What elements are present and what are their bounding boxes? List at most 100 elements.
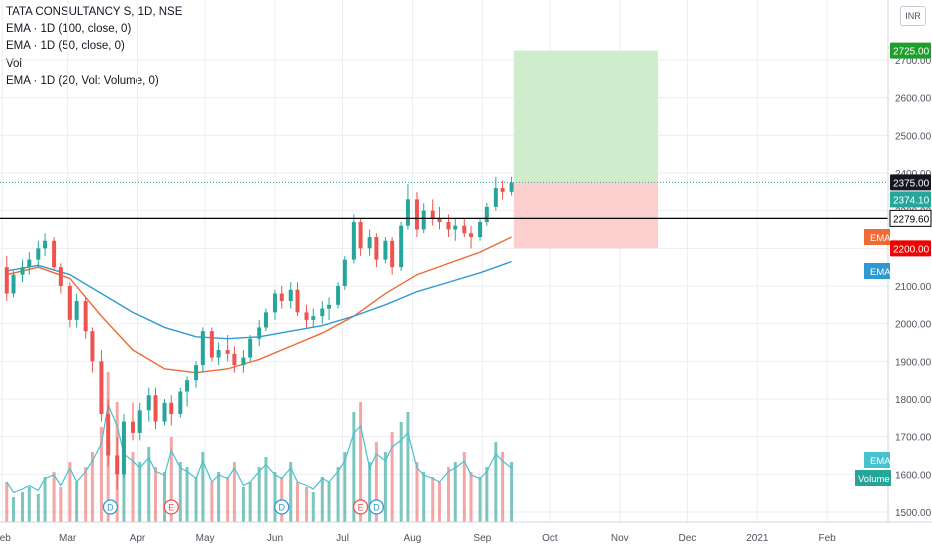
candle-body[interactable] bbox=[241, 357, 246, 366]
candle-body[interactable] bbox=[304, 312, 309, 320]
candle-body[interactable] bbox=[153, 395, 158, 422]
candle-body[interactable] bbox=[358, 221, 363, 249]
candle-body[interactable] bbox=[484, 206, 489, 222]
candle-body[interactable] bbox=[336, 286, 341, 305]
currency-button[interactable]: INR bbox=[900, 6, 926, 26]
ema50-line[interactable] bbox=[6, 236, 512, 374]
candle-body[interactable] bbox=[295, 289, 300, 313]
candle-body[interactable] bbox=[209, 331, 214, 358]
level-price-tag-bg[interactable] bbox=[890, 210, 931, 227]
candle-body[interactable] bbox=[137, 410, 142, 433]
legend-vol[interactable]: Vol bbox=[6, 57, 22, 70]
legend-ema-vol[interactable]: EMA · 1D (20, Vol: Volume, 0) bbox=[6, 74, 159, 87]
candle-body[interactable] bbox=[399, 225, 404, 268]
candle-body[interactable] bbox=[20, 267, 25, 275]
legend-symbol[interactable]: TATA CONSULTANCY S, 1D, NSE bbox=[6, 6, 183, 18]
candle-body[interactable] bbox=[257, 327, 262, 339]
candle-body[interactable] bbox=[36, 248, 41, 260]
candle-body[interactable] bbox=[351, 221, 356, 260]
profit-zone[interactable] bbox=[513, 50, 659, 183]
volume-bar bbox=[27, 487, 31, 522]
y-tick-label: 1700.00 bbox=[895, 433, 932, 444]
event-marker[interactable] bbox=[274, 499, 290, 515]
candle-body[interactable] bbox=[146, 395, 151, 411]
candle-body[interactable] bbox=[43, 240, 48, 249]
vol-ema-tag-bg[interactable] bbox=[864, 452, 890, 468]
candle-body[interactable] bbox=[374, 237, 379, 260]
volume-bar bbox=[359, 402, 363, 522]
entry-price-tag-bg[interactable] bbox=[890, 174, 931, 191]
candle-body[interactable] bbox=[11, 274, 16, 294]
loss-zone[interactable] bbox=[513, 182, 659, 249]
candle-body[interactable] bbox=[185, 380, 190, 392]
level-price-tag-border bbox=[889, 209, 932, 227]
candle-body[interactable] bbox=[99, 361, 104, 415]
candle-body[interactable] bbox=[232, 353, 237, 366]
candle-body[interactable] bbox=[67, 286, 72, 320]
candle-body[interactable] bbox=[130, 421, 135, 433]
candle-body[interactable] bbox=[453, 225, 458, 230]
candle-body[interactable] bbox=[162, 402, 167, 422]
candle-body[interactable] bbox=[216, 350, 221, 358]
candle-body[interactable] bbox=[225, 350, 230, 354]
candle-body[interactable] bbox=[500, 188, 505, 192]
volume-bar bbox=[131, 452, 135, 522]
candle-body[interactable] bbox=[327, 304, 332, 309]
event-marker[interactable] bbox=[368, 499, 385, 515]
ema50-tag: EMA bbox=[870, 233, 891, 244]
candle-body[interactable] bbox=[121, 421, 126, 475]
candle-body[interactable] bbox=[194, 365, 199, 381]
candle-body[interactable] bbox=[320, 308, 325, 317]
volume-bar bbox=[163, 472, 167, 522]
candle-body[interactable] bbox=[469, 233, 474, 238]
candle-body[interactable] bbox=[115, 455, 120, 475]
volume-ema-line[interactable] bbox=[6, 402, 512, 494]
candle-body[interactable] bbox=[169, 402, 174, 415]
candle-body[interactable] bbox=[4, 267, 9, 294]
candle-body[interactable] bbox=[90, 331, 95, 362]
candle-body[interactable] bbox=[263, 312, 268, 328]
candle-body[interactable] bbox=[27, 259, 32, 268]
candle-body[interactable] bbox=[178, 391, 183, 415]
candle-body[interactable] bbox=[437, 218, 442, 222]
volume-tag-bg[interactable] bbox=[855, 470, 891, 486]
candle-body[interactable] bbox=[509, 182, 514, 192]
candle-body[interactable] bbox=[367, 237, 372, 249]
candle-body[interactable] bbox=[311, 316, 316, 320]
target-price-tag-bg[interactable] bbox=[890, 42, 931, 59]
candle-body[interactable] bbox=[106, 414, 111, 456]
candle-body[interactable] bbox=[58, 267, 63, 286]
event-marker[interactable] bbox=[102, 499, 119, 515]
candle-body[interactable] bbox=[405, 199, 410, 226]
candle-body[interactable] bbox=[446, 221, 451, 230]
volume-bar bbox=[178, 462, 182, 522]
volume-bar bbox=[5, 482, 9, 522]
legend-ema100[interactable]: EMA · 1D (100, close, 0) bbox=[6, 23, 132, 36]
ema100-tag-bg[interactable] bbox=[864, 263, 890, 279]
candle-body[interactable] bbox=[279, 293, 284, 302]
candle-body[interactable] bbox=[342, 259, 347, 286]
candle-body[interactable] bbox=[383, 240, 388, 260]
candle-body[interactable] bbox=[248, 338, 253, 358]
stop-price-tag-bg[interactable] bbox=[890, 240, 931, 257]
candle-body[interactable] bbox=[430, 210, 435, 219]
candle-body[interactable] bbox=[462, 225, 467, 234]
candle-body[interactable] bbox=[414, 199, 419, 230]
last-price-tag-bg[interactable] bbox=[890, 191, 931, 208]
candle-body[interactable] bbox=[493, 188, 498, 207]
candle-body[interactable] bbox=[478, 221, 483, 238]
legend-ema50[interactable]: EMA · 1D (50, close, 0) bbox=[6, 40, 125, 53]
ema50-tag-bg[interactable] bbox=[864, 229, 890, 245]
candle-body[interactable] bbox=[288, 289, 293, 302]
candle-body[interactable] bbox=[421, 210, 426, 230]
candle-body[interactable] bbox=[200, 331, 205, 366]
event-marker[interactable] bbox=[163, 499, 179, 515]
candle-body[interactable] bbox=[83, 301, 88, 332]
volume-bar bbox=[36, 494, 40, 522]
candle-body[interactable] bbox=[52, 240, 57, 268]
event-marker[interactable] bbox=[352, 499, 369, 515]
candle-body[interactable] bbox=[390, 240, 395, 268]
candle-body[interactable] bbox=[272, 293, 277, 313]
candle-body[interactable] bbox=[74, 301, 79, 320]
